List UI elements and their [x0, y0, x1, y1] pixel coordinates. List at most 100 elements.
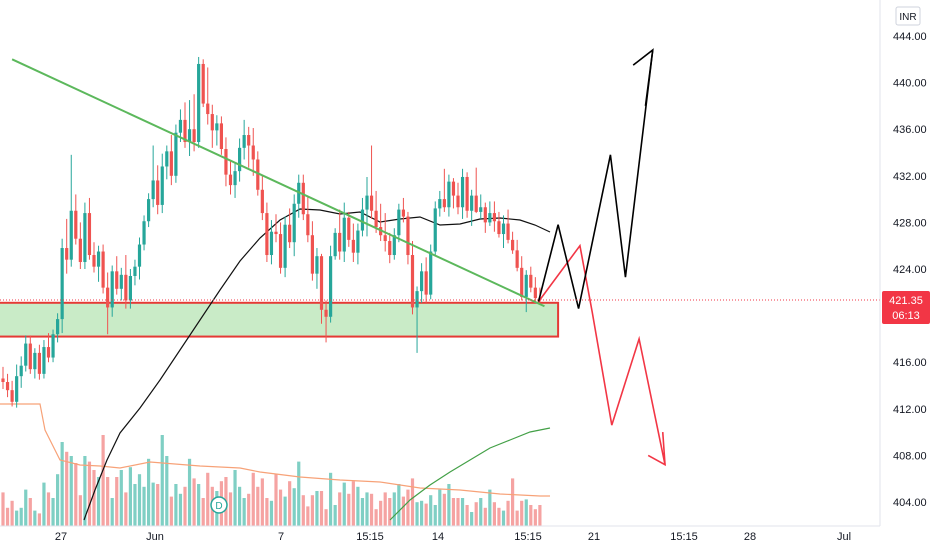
- candle-body[interactable]: [5, 382, 10, 391]
- candle[interactable]: [438, 190, 442, 217]
- candle[interactable]: [465, 172, 469, 218]
- candle-body[interactable]: [511, 239, 515, 251]
- candle[interactable]: [151, 145, 155, 208]
- candle-body[interactable]: [10, 390, 14, 402]
- candle[interactable]: [278, 222, 283, 274]
- candle[interactable]: [215, 115, 219, 146]
- candle[interactable]: [210, 104, 214, 148]
- candle[interactable]: [78, 222, 82, 269]
- candle-body[interactable]: [488, 213, 492, 223]
- candle-body[interactable]: [160, 166, 164, 205]
- candle-body[interactable]: [1, 378, 5, 383]
- candle[interactable]: [51, 329, 55, 363]
- candle[interactable]: [511, 231, 515, 254]
- candle[interactable]: [506, 209, 510, 244]
- candle[interactable]: [115, 256, 119, 295]
- candle-body[interactable]: [306, 214, 310, 236]
- candle[interactable]: [524, 270, 528, 313]
- candle-body[interactable]: [115, 271, 119, 289]
- candle-body[interactable]: [456, 195, 460, 208]
- dividend-marker[interactable]: D: [210, 496, 228, 514]
- candle-body[interactable]: [301, 182, 305, 215]
- candle-body[interactable]: [87, 213, 92, 256]
- candle[interactable]: [515, 239, 519, 272]
- candle-body[interactable]: [356, 230, 360, 253]
- candle[interactable]: [228, 160, 233, 195]
- candle[interactable]: [488, 201, 492, 226]
- candle[interactable]: [333, 228, 337, 260]
- candle-body[interactable]: [74, 210, 78, 239]
- candle[interactable]: [365, 176, 369, 237]
- candle[interactable]: [269, 220, 274, 265]
- candle[interactable]: [238, 138, 242, 182]
- candle-body[interactable]: [46, 347, 51, 358]
- candle-body[interactable]: [151, 180, 155, 200]
- candle[interactable]: [24, 335, 28, 372]
- candle[interactable]: [110, 265, 114, 317]
- candle-body[interactable]: [442, 199, 446, 208]
- candle-body[interactable]: [206, 103, 210, 115]
- candle-body[interactable]: [470, 195, 474, 211]
- candle-body[interactable]: [497, 221, 501, 235]
- candle-body[interactable]: [347, 217, 351, 240]
- candle[interactable]: [5, 373, 10, 398]
- candle-body[interactable]: [137, 244, 142, 267]
- candle[interactable]: [319, 253, 324, 324]
- candle[interactable]: [301, 174, 305, 221]
- candle[interactable]: [46, 333, 51, 363]
- candle[interactable]: [247, 126, 251, 168]
- candle-body[interactable]: [451, 181, 456, 196]
- candle[interactable]: [10, 380, 14, 407]
- candle[interactable]: [15, 364, 19, 408]
- candle[interactable]: [406, 211, 410, 265]
- candle[interactable]: [156, 165, 160, 215]
- candle-body[interactable]: [119, 274, 123, 289]
- candle-body[interactable]: [274, 231, 278, 235]
- candle[interactable]: [69, 154, 73, 267]
- candle-body[interactable]: [520, 267, 524, 297]
- candle[interactable]: [87, 197, 92, 260]
- candle[interactable]: [197, 56, 201, 148]
- candle[interactable]: [142, 215, 146, 251]
- candle-body[interactable]: [28, 343, 32, 370]
- candle[interactable]: [83, 202, 87, 269]
- candle-body[interactable]: [33, 352, 37, 370]
- candle[interactable]: [492, 201, 496, 232]
- candle[interactable]: [292, 194, 296, 257]
- candle[interactable]: [96, 245, 101, 282]
- candle-body[interactable]: [219, 123, 223, 150]
- currency-button-box[interactable]: [895, 6, 921, 26]
- candle-body[interactable]: [228, 174, 233, 186]
- candle[interactable]: [533, 277, 537, 304]
- candle[interactable]: [165, 145, 169, 180]
- candle-body[interactable]: [283, 224, 287, 268]
- candle-body[interactable]: [342, 217, 346, 252]
- candle[interactable]: [1, 366, 5, 389]
- candle[interactable]: [274, 214, 278, 243]
- candle-body[interactable]: [265, 213, 269, 256]
- candle[interactable]: [119, 267, 123, 301]
- candle-body[interactable]: [210, 114, 214, 131]
- candle-body[interactable]: [174, 132, 178, 176]
- candle-body[interactable]: [460, 176, 465, 208]
- candle-body[interactable]: [65, 248, 69, 260]
- candle[interactable]: [92, 242, 96, 273]
- candle[interactable]: [351, 223, 355, 263]
- candle[interactable]: [369, 145, 374, 219]
- candle-body[interactable]: [501, 223, 506, 235]
- candle[interactable]: [219, 116, 223, 155]
- candle[interactable]: [297, 174, 301, 218]
- candle-body[interactable]: [506, 223, 510, 240]
- candle[interactable]: [497, 211, 501, 238]
- candle[interactable]: [74, 194, 78, 245]
- candle-body[interactable]: [128, 275, 132, 301]
- candle-body[interactable]: [142, 221, 146, 245]
- candle-body[interactable]: [351, 239, 355, 253]
- candle[interactable]: [288, 208, 292, 249]
- candle[interactable]: [233, 162, 237, 198]
- candle[interactable]: [42, 340, 46, 379]
- candle-body[interactable]: [415, 291, 419, 308]
- candle-body[interactable]: [492, 213, 496, 222]
- candle-body[interactable]: [247, 135, 251, 146]
- candle-body[interactable]: [78, 238, 82, 263]
